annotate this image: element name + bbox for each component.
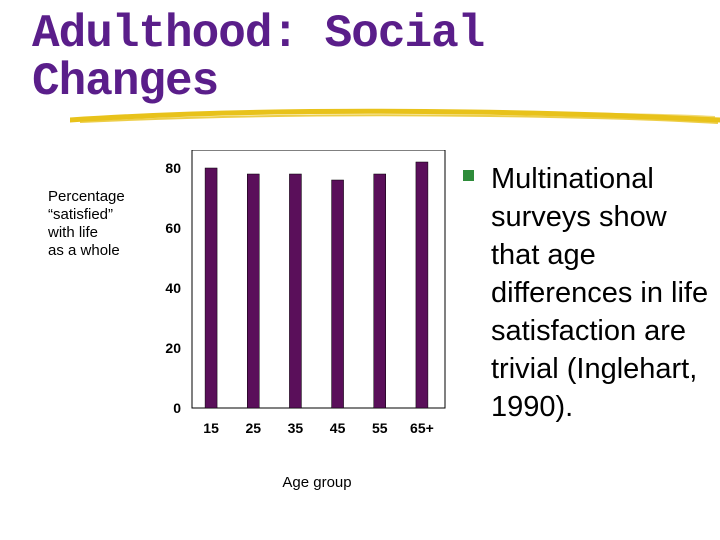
y-tick-label: 40 <box>165 280 181 296</box>
y-axis-label-line: as a whole <box>48 242 120 259</box>
chart-x-axis-label: Age group <box>282 474 352 491</box>
bar-35 <box>289 173 302 409</box>
y-tick-label: 0 <box>173 400 181 416</box>
y-tick-label: 60 <box>165 220 181 236</box>
chart-y-axis-label: Percentage “satisfied” with life as a wh… <box>48 188 125 260</box>
bar-chart: 0 20 40 60 80 15 25 35 45 55 65+ <box>165 150 446 436</box>
x-tick-label: 65+ <box>410 420 434 436</box>
y-axis-label-line: with life <box>48 224 99 241</box>
slide-title: Adulthood: Social Changes <box>32 8 485 108</box>
bar-55 <box>373 173 386 409</box>
bar-25 <box>247 173 260 409</box>
y-tick-label: 20 <box>165 340 181 356</box>
x-tick-label: 35 <box>288 420 304 436</box>
bullet-text: Multinational surveys show that age diff… <box>491 163 709 423</box>
bar-15 <box>204 167 218 409</box>
y-tick-labels: 0 20 40 60 80 <box>165 160 181 416</box>
x-tick-label: 45 <box>330 420 346 436</box>
x-tick-labels: 15 25 35 45 55 65+ <box>203 420 433 436</box>
title-line-1: Adulthood: Social <box>32 8 485 60</box>
y-tick-label: 80 <box>165 160 181 176</box>
x-tick-label: 25 <box>245 420 261 436</box>
y-axis-label-line: “satisfied” <box>48 206 114 223</box>
bar-65+ <box>415 161 429 409</box>
title-line-2: Changes <box>32 56 219 108</box>
bar-45 <box>331 179 344 409</box>
title-underline <box>70 108 720 124</box>
x-tick-label: 15 <box>203 420 219 436</box>
plot-area <box>191 150 446 409</box>
bar-series <box>204 161 429 409</box>
bullet-square-icon <box>463 170 474 181</box>
bullet-point: Multinational surveys show that age diff… <box>463 160 713 426</box>
y-axis-label-line: Percentage <box>48 188 125 205</box>
x-tick-label: 55 <box>372 420 388 436</box>
